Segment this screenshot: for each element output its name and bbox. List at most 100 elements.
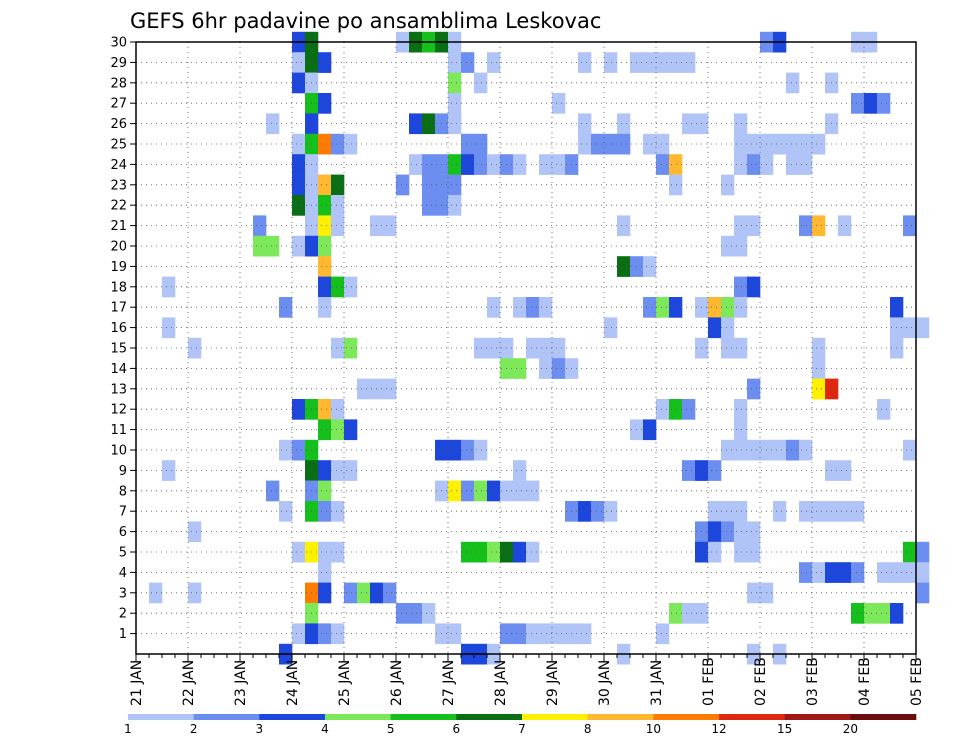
heatmap-cell [331, 419, 345, 441]
heatmap-cell [279, 501, 293, 522]
heatmap-cell [747, 541, 761, 563]
colorbar-swatch [325, 714, 391, 720]
heatmap-cell [721, 174, 735, 196]
heatmap-cell [812, 215, 826, 237]
heatmap-cell [422, 195, 436, 216]
x-tick-label: 25 JAN [337, 660, 353, 706]
heatmap-cell [539, 154, 553, 175]
heatmap-cell [331, 276, 345, 298]
heatmap-cell [643, 256, 657, 277]
y-tick-label: 6 [119, 525, 127, 540]
heatmap-cell [474, 154, 488, 175]
heatmap-cell [812, 358, 826, 379]
heatmap-cell [669, 174, 683, 196]
heatmap-cell [851, 562, 865, 583]
colorbar-label: 6 [453, 722, 461, 736]
heatmap-cell [604, 317, 618, 339]
y-tick-label: 28 [110, 76, 127, 91]
heatmap-cell [838, 562, 852, 583]
heatmap-cell [682, 113, 696, 135]
heatmap-cell [448, 154, 462, 175]
heatmap-cell [838, 501, 852, 522]
heatmap-cell [604, 501, 618, 522]
x-tick-label: 27 JAN [441, 660, 457, 706]
heatmap-cell [331, 195, 345, 216]
heatmap-cell [656, 623, 670, 645]
y-tick-label: 1 [119, 627, 127, 642]
heatmap-cell [292, 235, 306, 257]
heatmap-cell [357, 378, 371, 400]
heatmap-cell [578, 501, 592, 522]
heatmap-cell [578, 133, 592, 155]
heatmap-cell [786, 439, 800, 461]
x-tick-label: 24 JAN [285, 660, 301, 706]
heatmap-cell [292, 439, 306, 461]
heatmap-cell [643, 133, 657, 155]
heatmap-cell [656, 399, 670, 420]
heatmap-cell [903, 562, 917, 583]
heatmap-cell [526, 541, 540, 563]
x-tick-label: 05 FEB [909, 657, 925, 706]
heatmap-cell [318, 562, 332, 583]
heatmap-cell [513, 297, 527, 318]
x-tick-label: 23 JAN [233, 660, 249, 706]
heatmap-cell [734, 133, 748, 155]
heatmap-cell [292, 541, 306, 563]
heatmap-cell [643, 52, 657, 73]
heatmap-cell [188, 521, 202, 543]
heatmap-cell [708, 460, 722, 481]
heatmap-cell [604, 133, 618, 155]
heatmap-cell [318, 52, 332, 73]
heatmap-cell [838, 215, 852, 237]
heatmap-cell [734, 541, 748, 563]
heatmap-cell [708, 541, 722, 563]
x-tick-label: 26 JAN [389, 660, 405, 706]
heatmap-cell [721, 439, 735, 461]
x-axis: 21 JAN 22 JAN 23 JAN 24 JAN 25 JAN 26 JAN 27 J… [129, 654, 925, 706]
heatmap-cell [292, 195, 306, 216]
heatmap-cell [344, 276, 358, 298]
heatmap-cell [916, 541, 930, 563]
heatmap-cell [851, 93, 865, 114]
heatmap-cell [851, 501, 865, 522]
y-tick-label: 26 [110, 117, 127, 132]
heatmap-cell [799, 501, 813, 522]
heatmap-cell [162, 276, 176, 298]
heatmap-cell [513, 154, 527, 175]
heatmap-cell [162, 460, 176, 481]
y-axis: 1234567891011121314151617181920212223242… [110, 36, 136, 642]
heatmap-cell [682, 52, 696, 73]
heatmap-cell [331, 133, 345, 155]
heatmap-cell [734, 154, 748, 175]
heatmap-cell [643, 419, 657, 441]
heatmap-cell [747, 133, 761, 155]
heatmap-cell [838, 460, 852, 481]
heatmap-cell [253, 235, 267, 257]
heatmap-cell [266, 113, 280, 135]
heatmap-cell [721, 235, 735, 257]
heatmap-cell [916, 582, 930, 604]
heatmap-cell [669, 154, 683, 175]
colorbar-swatch [193, 714, 260, 720]
heatmap-cell [279, 439, 293, 461]
heatmap-cell [539, 358, 553, 379]
heatmap-cell [734, 215, 748, 237]
heatmap-cell [344, 419, 358, 441]
heatmap-cell [188, 582, 202, 604]
heatmap-cell [461, 133, 475, 155]
heatmap-cell [708, 297, 722, 318]
x-tick-label: 22 JAN [181, 660, 197, 706]
colorbar-swatch [653, 714, 720, 720]
heatmap-cell [331, 541, 345, 563]
heatmap-cell [461, 154, 475, 175]
heatmap-cell [591, 133, 605, 155]
heatmap-cell [877, 603, 891, 624]
heatmap-cell [474, 541, 488, 563]
heatmap-cell [747, 378, 761, 400]
heatmap-cell [734, 439, 748, 461]
x-tick-label: 29 JAN [545, 660, 561, 706]
colorbar-label: 12 [711, 722, 726, 736]
heatmap-cell [877, 93, 891, 114]
heatmap-cell [773, 501, 787, 522]
heatmap-cell [357, 582, 371, 604]
